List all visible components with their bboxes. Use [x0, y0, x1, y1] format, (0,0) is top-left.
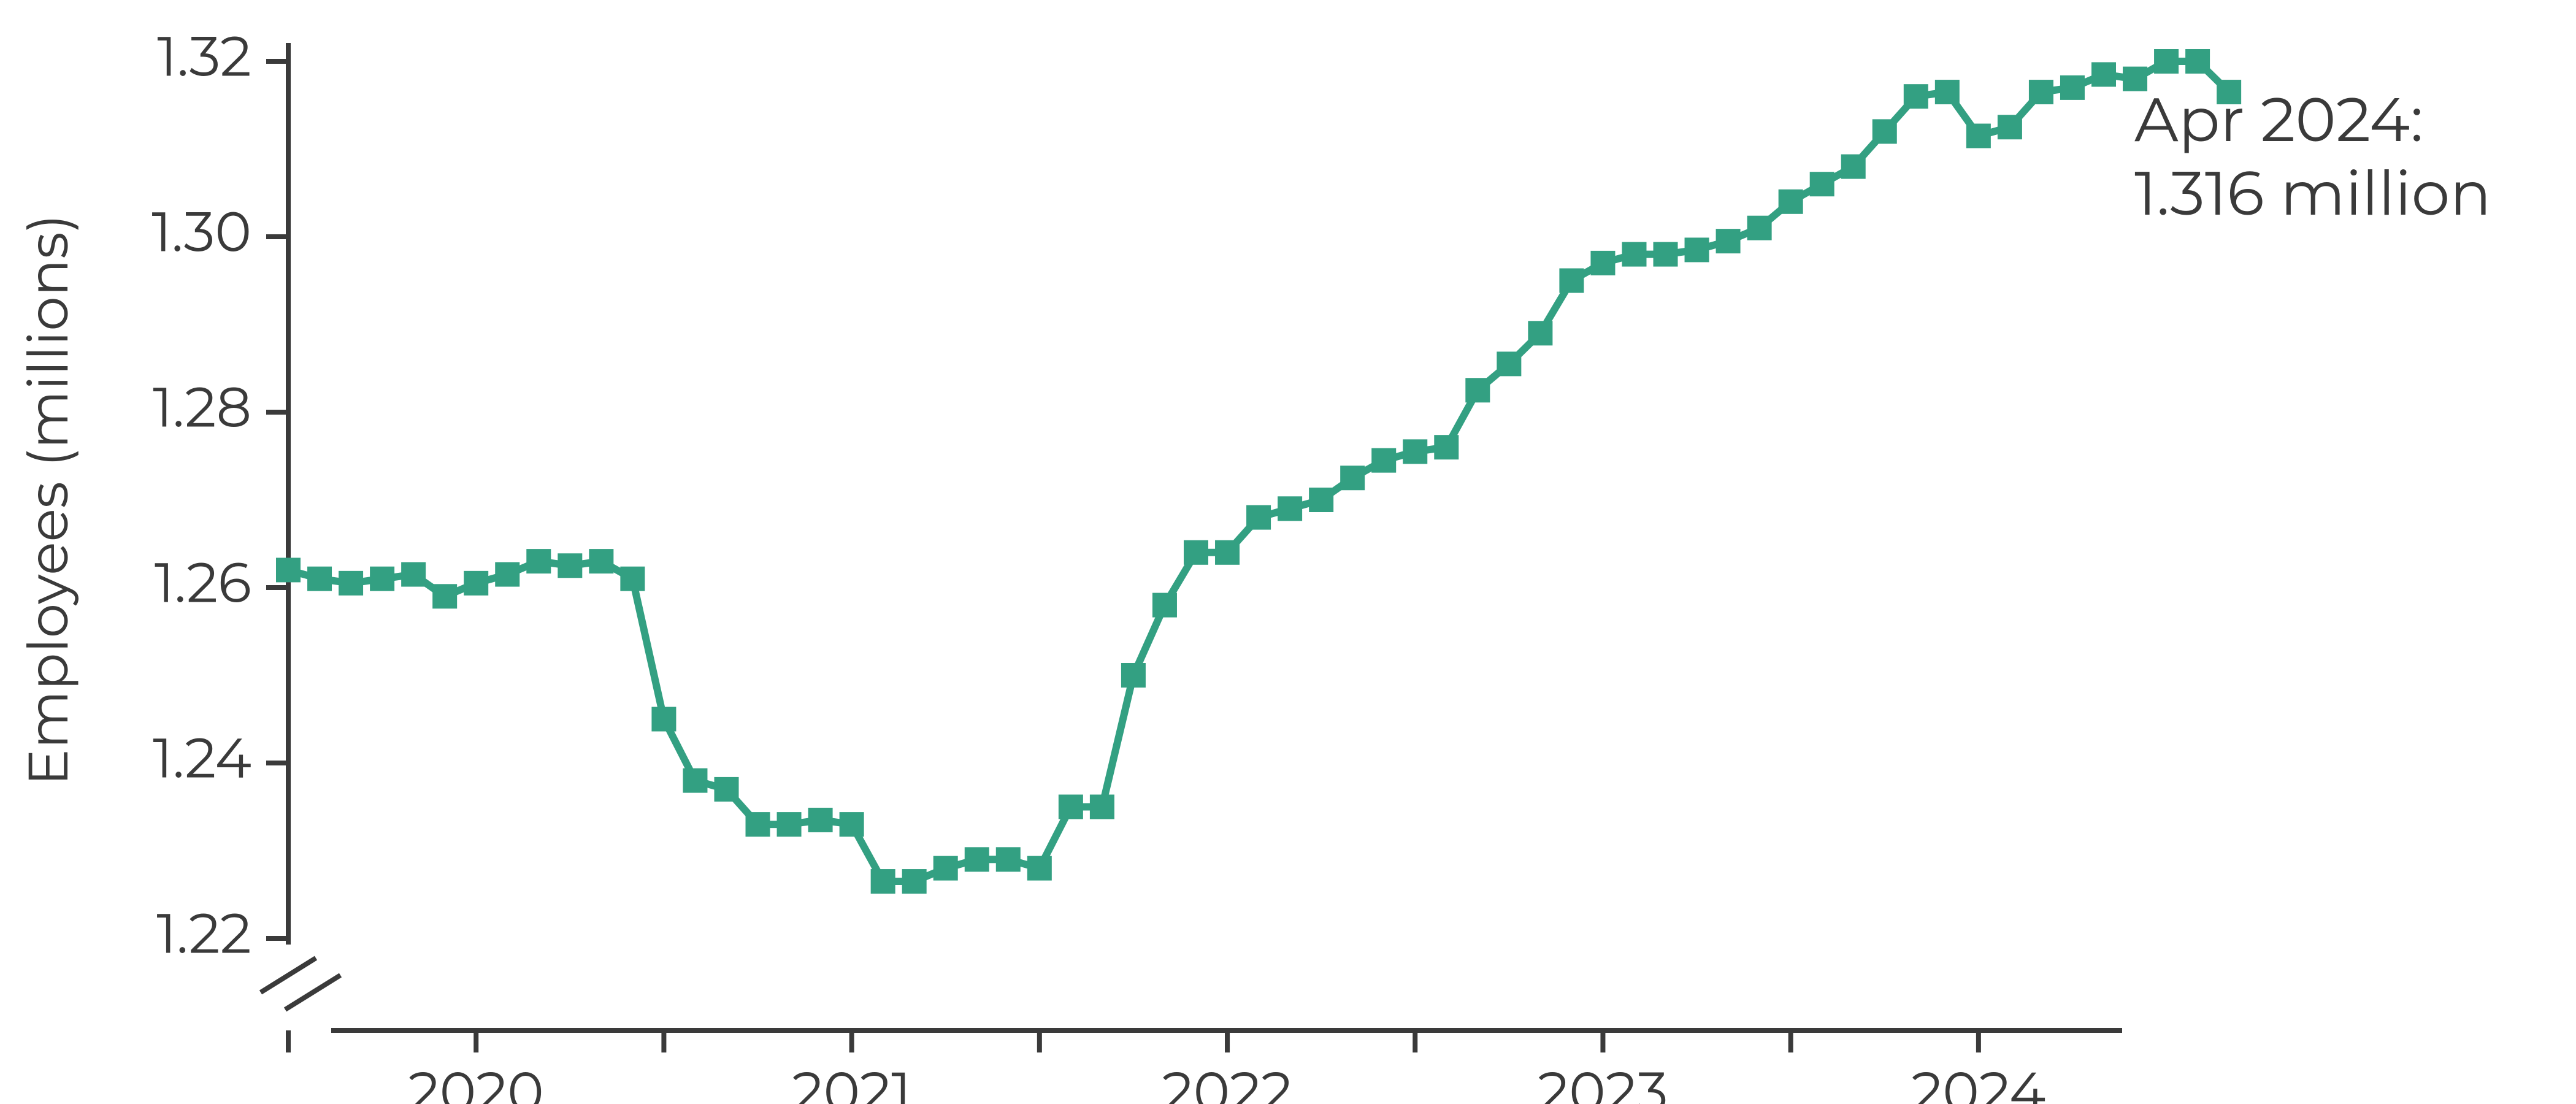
series-marker — [2154, 49, 2179, 74]
series-marker — [1590, 251, 1615, 275]
series-marker — [683, 769, 707, 793]
series-marker — [651, 707, 676, 732]
y-axis-label: Employees (millions) — [14, 214, 82, 786]
series-marker — [1371, 448, 1396, 473]
series-marker — [777, 812, 802, 837]
series-marker — [1497, 351, 1521, 376]
series-marker — [2185, 49, 2210, 74]
series-marker — [1434, 435, 1459, 459]
series-marker — [902, 869, 927, 894]
series-marker — [2060, 75, 2085, 100]
series-marker — [1152, 593, 1177, 618]
series-marker — [1027, 856, 1052, 881]
series-marker — [1246, 505, 1271, 530]
series-marker — [1998, 115, 2022, 139]
series-marker — [464, 571, 488, 596]
series-marker — [1747, 216, 1772, 240]
y-tick-label: 1.32 — [157, 23, 251, 90]
series-marker — [1090, 795, 1114, 819]
series-marker — [1340, 466, 1365, 490]
series-marker — [714, 777, 738, 802]
y-tick-label: 1.28 — [153, 374, 251, 441]
series-marker — [2091, 62, 2116, 86]
series-marker — [746, 812, 770, 837]
series-marker — [1278, 496, 1302, 521]
series-marker — [996, 847, 1021, 872]
series-marker — [432, 584, 457, 608]
y-tick-label: 1.22 — [156, 900, 251, 967]
series-marker — [1528, 321, 1552, 345]
series-marker — [1184, 540, 1208, 565]
series-marker — [1121, 663, 1146, 688]
x-tick-label: 2024 — [1911, 1058, 2045, 1104]
y-tick-label: 1.26 — [155, 549, 251, 616]
series-marker — [1685, 237, 1709, 262]
series-marker — [1059, 795, 1083, 819]
series-marker — [871, 869, 895, 894]
y-tick-label: 1.24 — [153, 724, 251, 792]
series-marker — [370, 567, 394, 591]
series-marker — [1904, 84, 1928, 109]
series-marker — [933, 856, 958, 881]
series-marker — [495, 562, 519, 587]
series-marker — [276, 558, 301, 582]
series-marker — [2029, 80, 2053, 104]
series-marker — [1966, 124, 1991, 148]
series-marker — [1935, 80, 1960, 104]
series-marker — [620, 567, 645, 591]
annotation-line1: Apr 2024: — [2134, 82, 2423, 157]
y-tick-label: 1.30 — [151, 198, 251, 266]
series-marker — [558, 553, 582, 578]
series-marker — [1215, 540, 1240, 565]
x-tick-label: 2020 — [408, 1058, 544, 1104]
series-marker — [1716, 229, 1741, 253]
series-marker — [1622, 242, 1646, 267]
chart-svg: 1.22 1.24 1.26 1.28 1.30 1.32 Employees (milli… — [0, 0, 2576, 1104]
employees-line-chart: 1.22 1.24 1.26 1.28 1.30 1.32 Employees (milli… — [0, 0, 2576, 1104]
x-tick-label: 2023 — [1538, 1058, 1668, 1104]
x-tick-label: 2021 — [792, 1058, 911, 1104]
series-marker — [965, 847, 989, 872]
series-marker — [1654, 242, 1678, 267]
series-marker — [1403, 439, 1427, 464]
annotation-line2: 1.316 million — [2134, 156, 2491, 231]
series-marker — [1810, 172, 1834, 196]
series-marker — [840, 812, 864, 837]
series-marker — [808, 808, 833, 832]
series-marker — [307, 567, 332, 591]
series-marker — [1841, 155, 1866, 179]
series-marker — [1873, 119, 1897, 144]
series-marker — [526, 549, 551, 573]
x-tick-label: 2022 — [1162, 1058, 1293, 1104]
series-marker — [1559, 269, 1584, 293]
series-marker — [589, 549, 613, 573]
series-marker — [1465, 378, 1490, 402]
series-marker — [1779, 190, 1803, 214]
series-marker — [401, 562, 426, 587]
series-marker — [1309, 488, 1333, 512]
series-marker — [339, 571, 363, 596]
